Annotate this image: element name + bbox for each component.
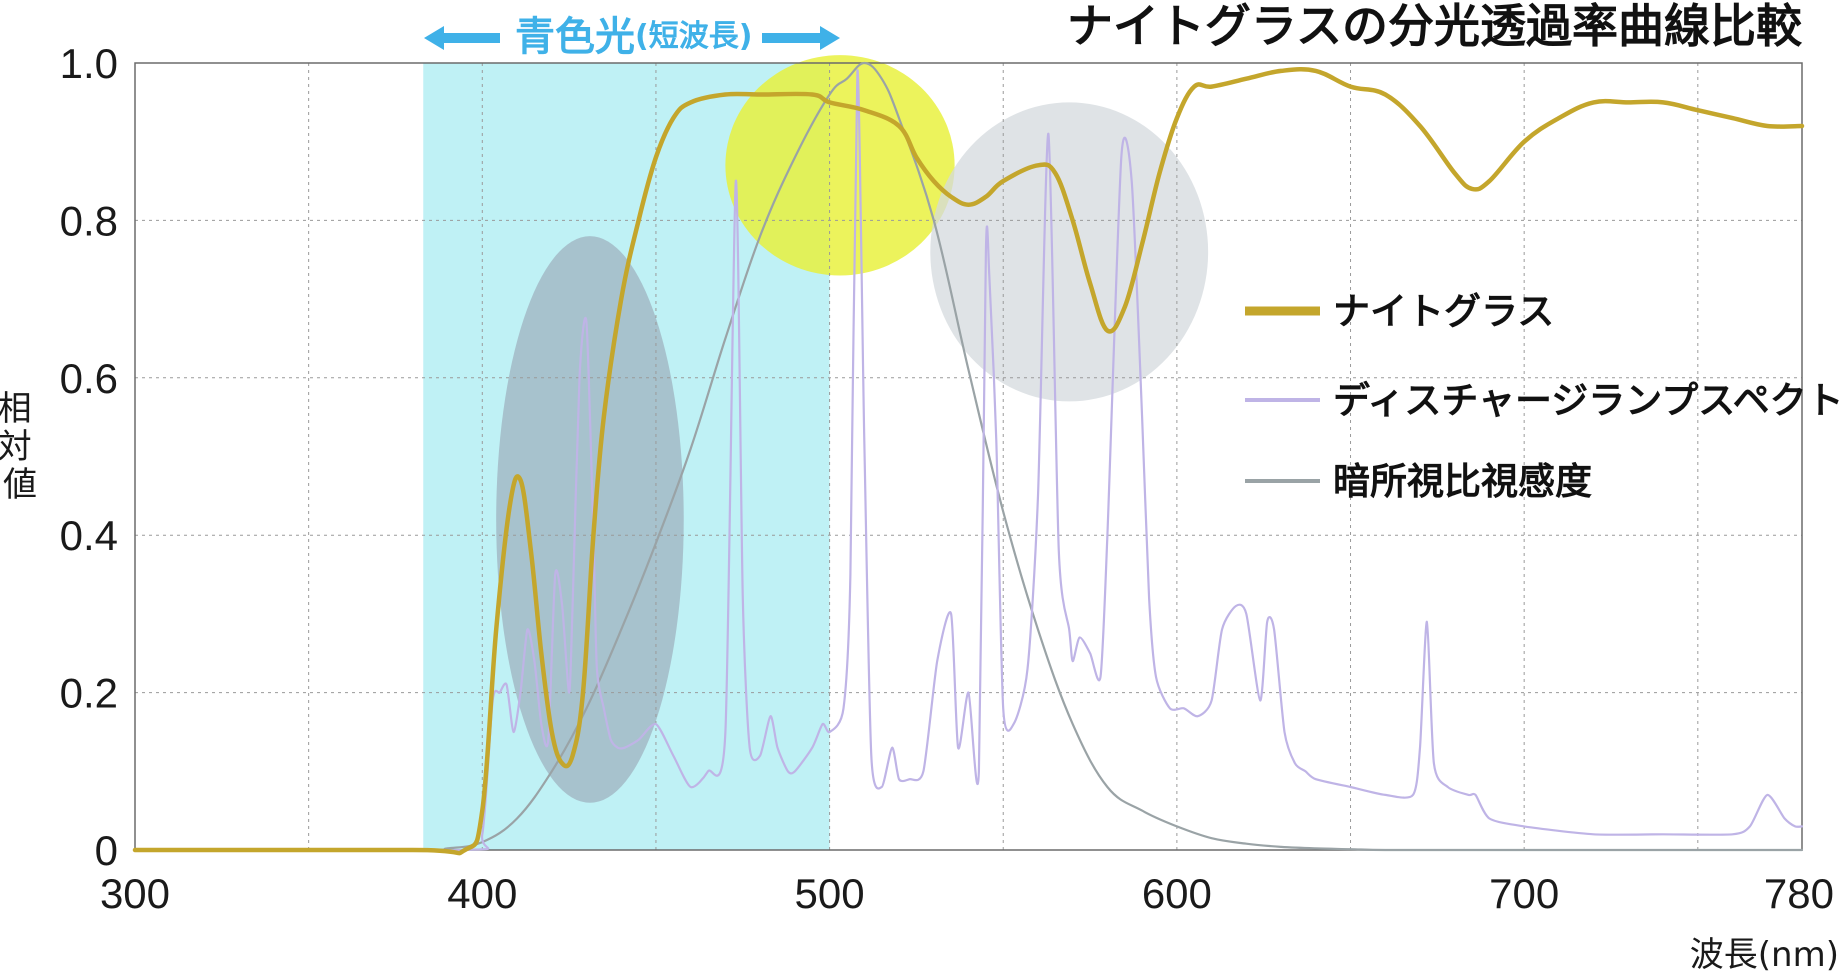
right-arrow-icon [762, 26, 840, 50]
y-tick-label: 0.6 [60, 355, 118, 402]
x-tick-label: 300 [100, 870, 170, 917]
blue-light-header: 青色光 (短波長) [424, 14, 840, 60]
tick-labels: 300 400 500 600 700 780 0 0.2 0.4 0.6 0.8 1.0 [60, 40, 1834, 917]
y-tick-label: 0.2 [60, 670, 118, 717]
series-layer [132, 61, 1805, 856]
y-tick-label: 1.0 [60, 40, 118, 87]
y-axis-label-char: 相 [0, 389, 32, 429]
x-tick-label: 500 [795, 870, 865, 917]
blue-light-label: 青色光 [515, 14, 635, 60]
legend-label-discharge-lamp: ディスチャージランプスペクトル [1333, 379, 1839, 422]
legend-label-nightglass: ナイトグラス [1333, 290, 1554, 333]
x-tick-label: 780 [1764, 870, 1834, 917]
x-axis-label: 波長(nm) [1690, 935, 1839, 974]
blue-light-sublabel: (短波長) [635, 19, 752, 54]
x-tick-label: 700 [1489, 870, 1559, 917]
x-tick-label: 600 [1142, 870, 1212, 917]
y-axis-label-char: 対 [0, 427, 32, 467]
left-arrow-icon [424, 26, 500, 50]
y-tick-label: 0 [95, 827, 118, 874]
legend-label-scotopic: 暗所視比視感度 [1333, 460, 1592, 503]
highlight-ellipse-2 [725, 55, 955, 276]
y-axis-label: 相 対 値 [0, 389, 42, 505]
y-axis-label-char: 値 [3, 465, 37, 505]
chart-title: ナイトグラスの分光透過率曲線比較 [1067, 0, 1803, 53]
legend: ナイトグラス ディスチャージランプスペクトル 暗所視比視感度 [1245, 290, 1839, 503]
y-tick-label: 0.4 [60, 512, 118, 559]
x-tick-label: 400 [447, 870, 517, 917]
series-nightglass-line [132, 67, 1805, 856]
plot-frame [134, 62, 1803, 851]
y-tick-label: 0.8 [60, 197, 118, 244]
